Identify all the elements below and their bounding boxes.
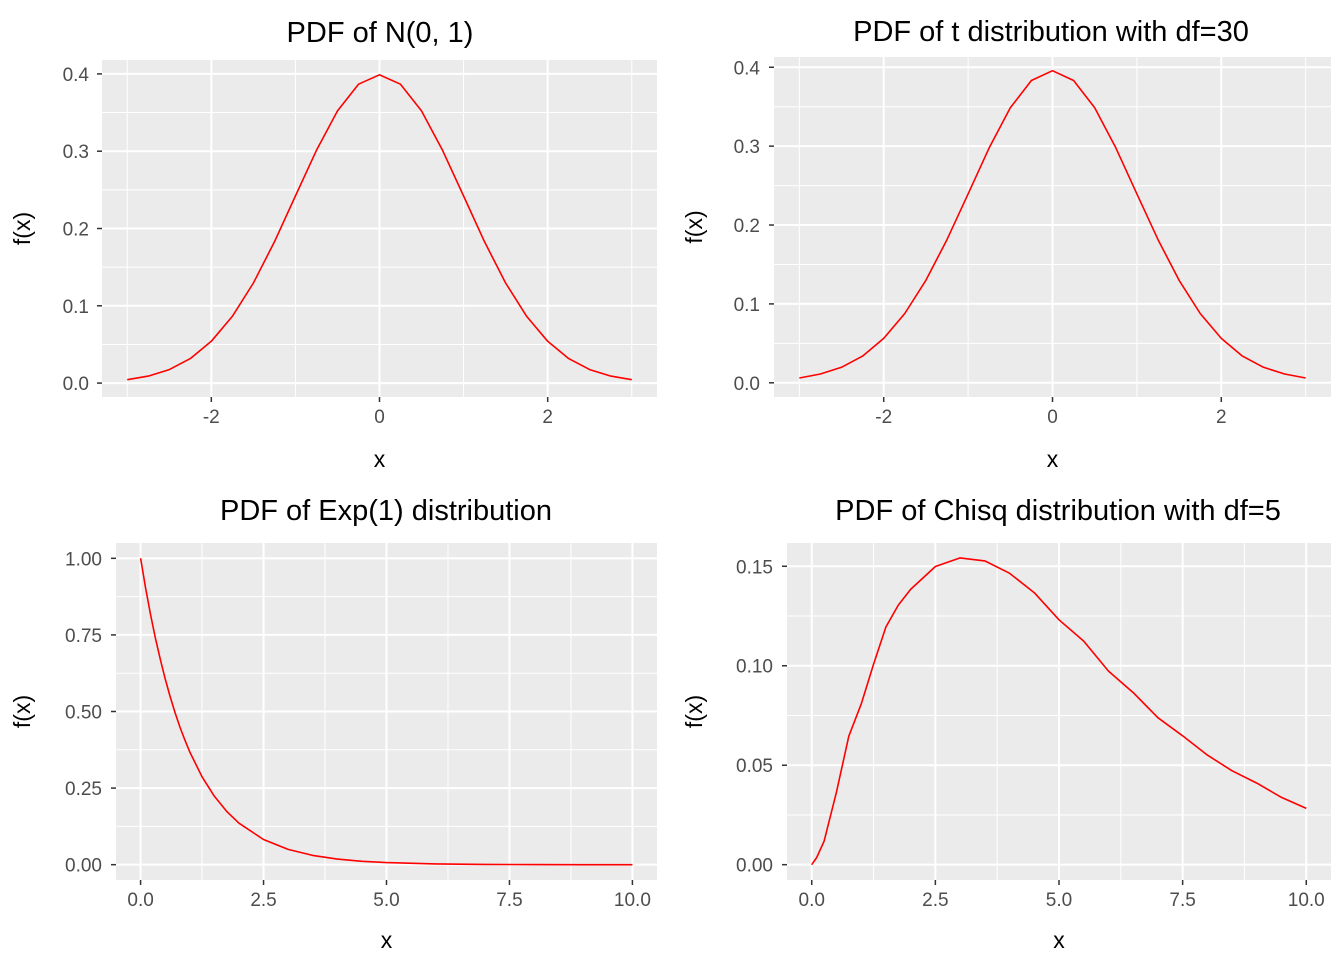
x-tick-label: 0.0 (799, 890, 825, 911)
x-tick-label: 7.5 (496, 890, 522, 911)
chart-title: PDF of N(0, 1) (287, 17, 474, 49)
x-tick-label: 2.5 (922, 890, 948, 911)
x-tick-label: 7.5 (1169, 890, 1195, 911)
panel-1: -2 0 2 0.0 0.1 0.2 0.3 0.4 PDF of N(0, 1) x f(x) (9, 17, 657, 472)
panel-2: -2 0 2 0.0 0.1 0.2 0.3 0.4 PDF of t distribution… (681, 16, 1331, 472)
y-tick-label: 0.3 (63, 142, 89, 163)
panel-4: 0.0 2.5 5.0 7.5 10.0 0.00 0.05 0.10 0.15 PDF of C… (681, 495, 1331, 953)
x-tick-label: 0 (1047, 407, 1058, 428)
x-axis-label: x (1053, 927, 1065, 953)
y-tick-label: 0.10 (736, 657, 773, 678)
y-tick-label: 0.00 (65, 856, 102, 877)
x-tick-label: -2 (203, 407, 220, 428)
y-tick-label: 0.0 (734, 374, 760, 395)
pdf-curve (811, 557, 1307, 866)
y-tick-label: 0.4 (734, 58, 761, 79)
x-tick-label: 10.0 (614, 890, 651, 911)
x-tick-label: -2 (875, 407, 892, 428)
panel-3: 0.0 2.5 5.0 7.5 10.0 0.00 0.25 0.50 0.75 1.00 PDF … (9, 495, 657, 953)
x-tick-label: 2.5 (250, 890, 276, 911)
y-tick-label: 0.0 (63, 374, 89, 395)
pdf-curve (139, 558, 633, 866)
y-tick-label: 0.25 (65, 779, 102, 800)
y-axis-label: f(x) (681, 210, 707, 243)
y-axis-label: f(x) (9, 695, 35, 728)
chart-title: PDF of Exp(1) distribution (220, 495, 552, 527)
x-axis-label: x (1047, 446, 1059, 472)
y-axis-label: f(x) (681, 695, 707, 728)
y-tick-label: 0.1 (734, 295, 760, 316)
y-tick-label: 0.4 (63, 65, 90, 86)
y-tick-label: 0.1 (63, 297, 89, 318)
y-tick-label: 0.15 (736, 557, 773, 578)
x-tick-label: 5.0 (1046, 890, 1072, 911)
x-tick-label: 5.0 (373, 890, 399, 911)
y-tick-label: 0.05 (736, 756, 773, 777)
chart-title: PDF of Chisq distribution with df=5 (835, 495, 1281, 527)
y-tick-label: 1.00 (65, 549, 102, 570)
chart-title: PDF of t distribution with df=30 (853, 16, 1249, 48)
y-tick-label: 0.50 (65, 703, 102, 724)
x-axis-label: x (374, 446, 386, 472)
y-tick-label: 0.3 (734, 137, 760, 158)
x-tick-label: 2 (542, 407, 553, 428)
x-tick-label: 0.0 (127, 890, 153, 911)
x-tick-label: 2 (1216, 407, 1227, 428)
y-tick-label: 0.2 (63, 220, 89, 241)
x-axis-label: x (381, 927, 393, 953)
x-tick-label: 10.0 (1288, 890, 1325, 911)
y-axis-label: f(x) (9, 212, 35, 245)
y-tick-label: 0.2 (734, 216, 760, 237)
pdf-curve (799, 69, 1306, 379)
pdf-curve (127, 74, 632, 381)
y-tick-label: 0.00 (736, 856, 773, 877)
x-tick-label: 0 (374, 407, 385, 428)
y-tick-label: 0.75 (65, 626, 102, 647)
